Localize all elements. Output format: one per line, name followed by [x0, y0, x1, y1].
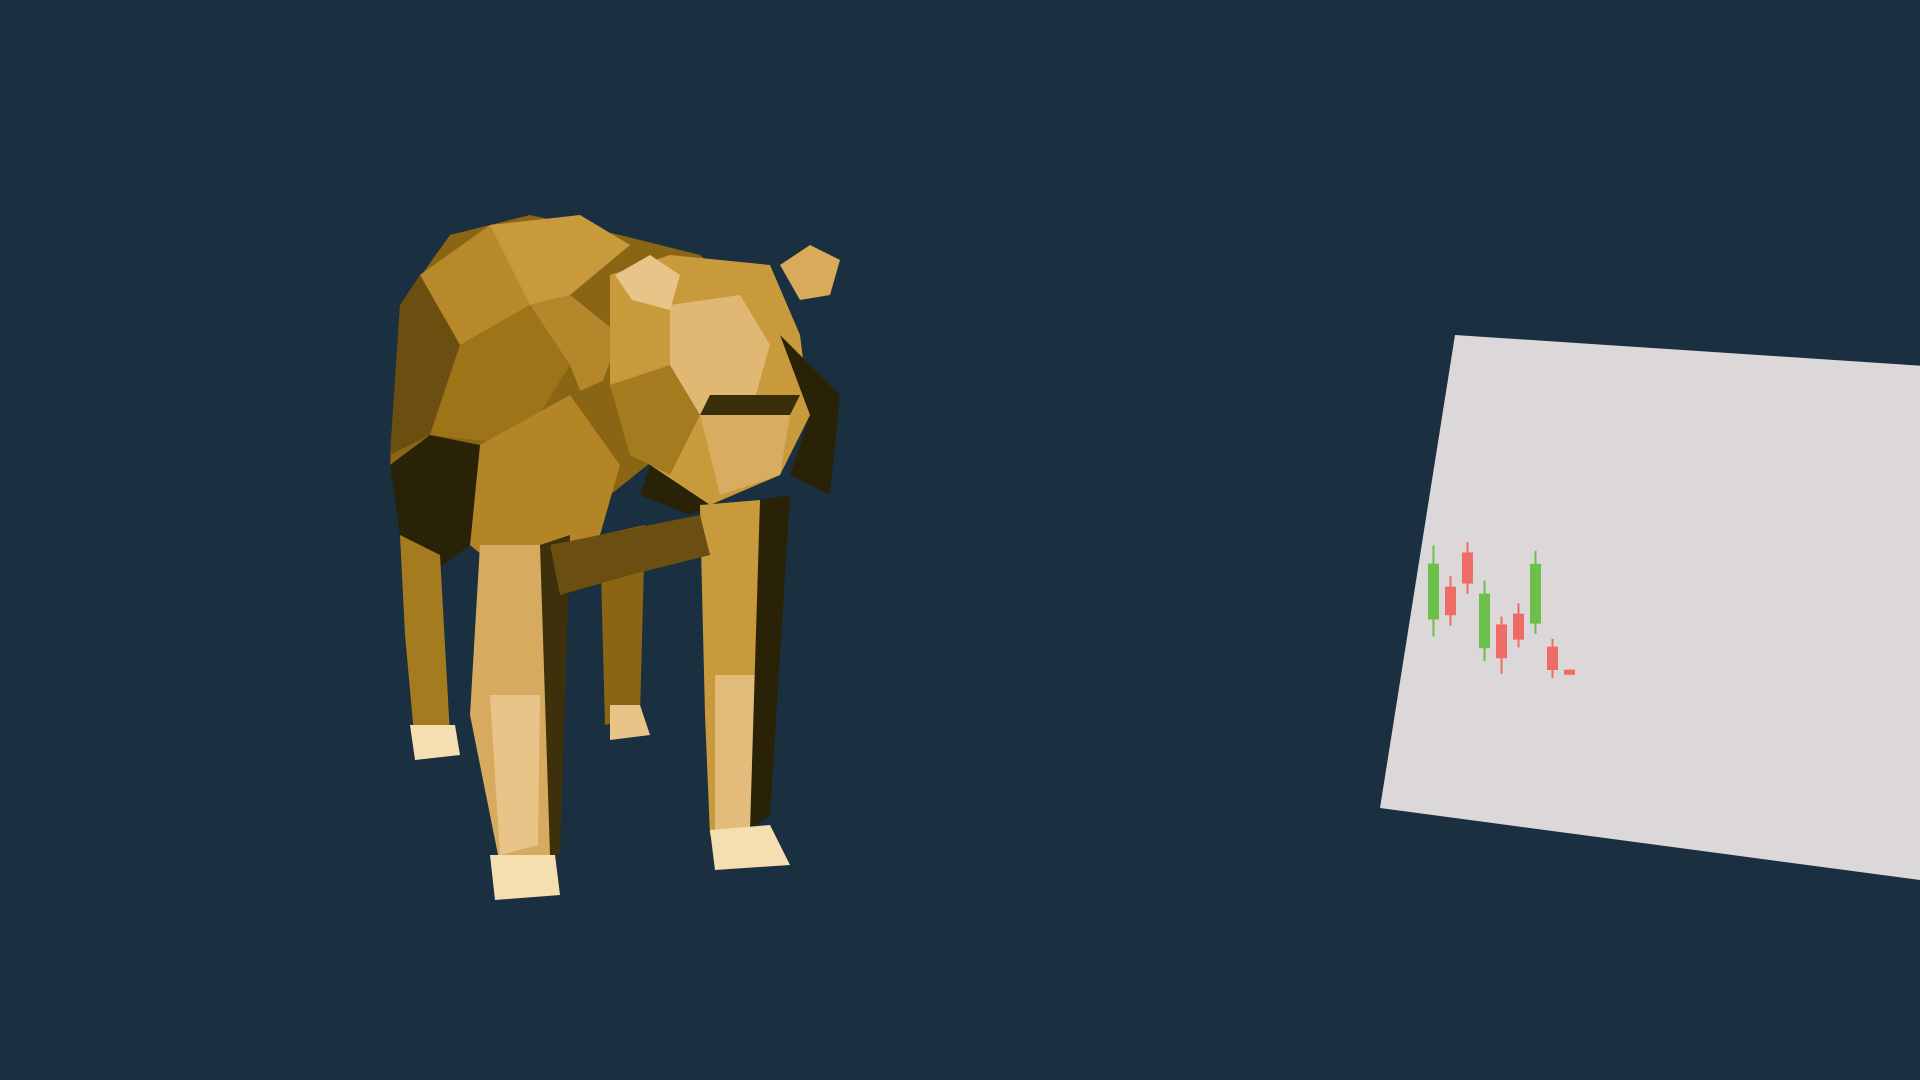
candle-body	[1445, 586, 1456, 616]
candle-body	[1496, 624, 1507, 659]
bear-left-ear	[615, 255, 680, 310]
low-poly-bear-figure	[370, 215, 880, 915]
candle-body	[1428, 563, 1439, 620]
logo-card-svg	[1380, 335, 1920, 880]
candle-body	[1479, 593, 1490, 649]
candle-body	[1564, 669, 1575, 675]
candle-body	[1513, 613, 1524, 640]
bear-front-left-hoof	[490, 855, 560, 900]
candlestick-logo	[1428, 542, 1575, 678]
candle-body	[1530, 563, 1541, 624]
candle-body	[1462, 552, 1473, 584]
bear-right-ear	[780, 245, 840, 300]
card-surface	[1380, 335, 1920, 880]
bear-illustration	[390, 215, 840, 900]
logo-card	[1370, 335, 1920, 880]
bear-front-right-hoof	[710, 825, 790, 870]
bear-back-left-leg	[400, 535, 450, 745]
candle-body	[1547, 646, 1558, 670]
